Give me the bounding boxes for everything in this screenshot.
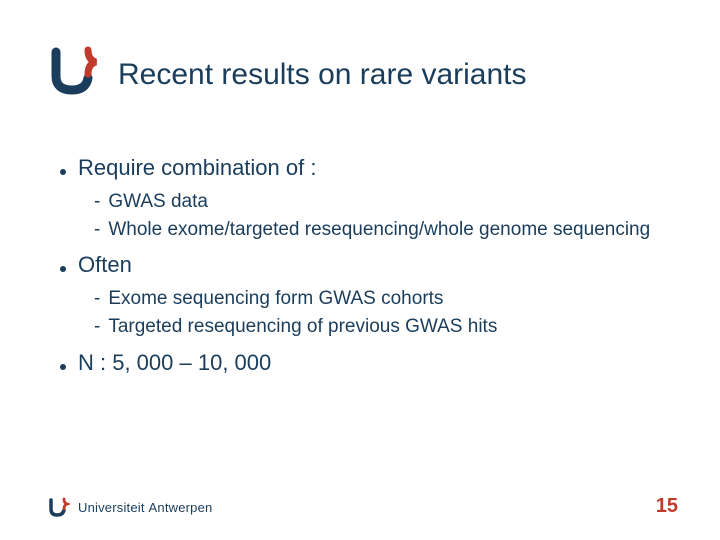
- bullet-level-1: Require combination of :: [60, 155, 670, 181]
- bullet-dot-icon: [60, 169, 66, 175]
- bullet-level-2: - Exome sequencing form GWAS cohorts: [94, 286, 670, 312]
- footer-text-part1: Universiteit: [78, 500, 145, 515]
- bullet-dot-icon: [60, 364, 66, 370]
- bullet-text: N : 5, 000 – 10, 000: [78, 350, 271, 376]
- footer-logo: Universiteit Antwerpen: [48, 496, 212, 518]
- bullet-level-1: N : 5, 000 – 10, 000: [60, 350, 670, 376]
- bullet-text: GWAS data: [108, 189, 208, 215]
- bullet-dash-icon: -: [94, 219, 100, 241]
- bullet-text: Require combination of :: [78, 155, 316, 181]
- bullet-dot-icon: [60, 266, 66, 272]
- slide-content: Require combination of : - GWAS data - W…: [60, 145, 670, 384]
- bullet-dash-icon: -: [94, 316, 100, 338]
- bullet-dash-icon: -: [94, 288, 100, 310]
- slide: Recent results on rare variants Require …: [0, 0, 720, 540]
- bullet-text: Whole exome/targeted resequencing/whole …: [108, 217, 650, 243]
- bullet-text: Exome sequencing form GWAS cohorts: [108, 286, 443, 312]
- bullet-text: Targeted resequencing of previous GWAS h…: [108, 314, 497, 340]
- footer-text-part2: Antwerpen: [149, 500, 213, 515]
- footer-university-name: Universiteit Antwerpen: [78, 500, 212, 515]
- bullet-text: Often: [78, 252, 132, 278]
- bullet-dash-icon: -: [94, 191, 100, 213]
- bullet-level-2: - GWAS data: [94, 189, 670, 215]
- bullet-level-2: - Targeted resequencing of previous GWAS…: [94, 314, 670, 340]
- bullet-level-1: Often: [60, 252, 670, 278]
- university-logo-small-icon: [48, 496, 70, 518]
- bullet-level-2: - Whole exome/targeted resequencing/whol…: [94, 217, 670, 243]
- page-number: 15: [656, 495, 678, 518]
- slide-title: Recent results on rare variants: [118, 58, 527, 92]
- university-logo-icon: [48, 42, 104, 98]
